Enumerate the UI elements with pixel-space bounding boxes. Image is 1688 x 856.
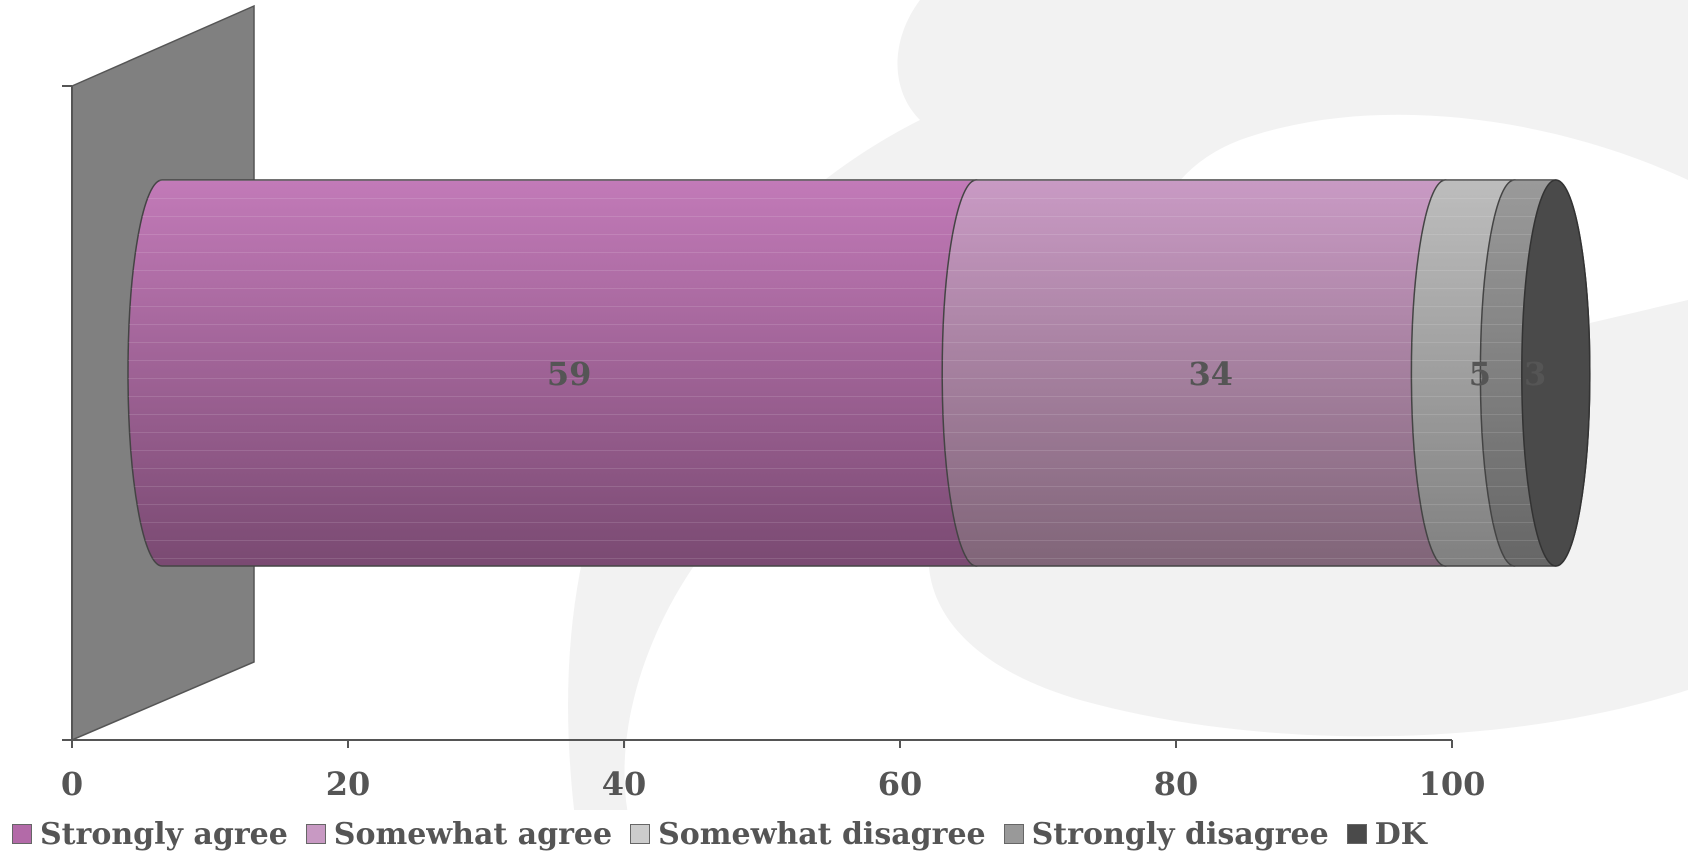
x-tick-label: 40 — [602, 765, 647, 803]
legend-label: Somewhat disagree — [658, 816, 986, 852]
data-label: 59 — [547, 355, 592, 393]
legend-item: DK — [1346, 816, 1427, 852]
chart: 0 20 40 60 80 100 59 34 5 3 — [61, 0, 1688, 810]
legend-item: Somewhat disagree — [630, 817, 986, 852]
legend-label: Strongly agree — [40, 816, 288, 852]
bar-end-cap — [1521, 179, 1591, 567]
legend-swatch — [12, 824, 32, 844]
x-tick-label: 100 — [1419, 765, 1486, 803]
legend-swatch — [1003, 824, 1024, 844]
bar-segment-texture — [128, 180, 1011, 566]
data-label: 5 — [1469, 355, 1491, 393]
x-tick-label: 80 — [1154, 765, 1199, 803]
data-labels: 59 34 5 3 — [547, 355, 1546, 393]
bars — [127, 179, 1591, 567]
legend-item: Strongly disagree — [1003, 816, 1329, 852]
legend-item: Somewhat agree — [305, 816, 613, 852]
legend-label: DK — [1374, 816, 1427, 852]
x-tick-label: 60 — [878, 765, 923, 803]
legend-label: Somewhat agree — [333, 816, 613, 852]
bar-segment-texture — [942, 180, 1480, 566]
data-label: 3 — [1524, 355, 1546, 393]
legend-label: Strongly disagree — [1031, 816, 1329, 852]
x-tick-label: 20 — [326, 765, 371, 803]
legend-swatch — [1346, 824, 1367, 844]
legend-swatch — [630, 824, 651, 844]
legend-item: Strongly agree — [12, 817, 288, 852]
legend: Strongly agree Somewhat agree Somewhat dis… — [12, 812, 1427, 856]
axes: 0 20 40 60 80 100 — [61, 85, 1486, 803]
x-tick-label: 0 — [61, 765, 83, 803]
data-label: 34 — [1189, 355, 1234, 393]
legend-swatch — [305, 824, 326, 844]
